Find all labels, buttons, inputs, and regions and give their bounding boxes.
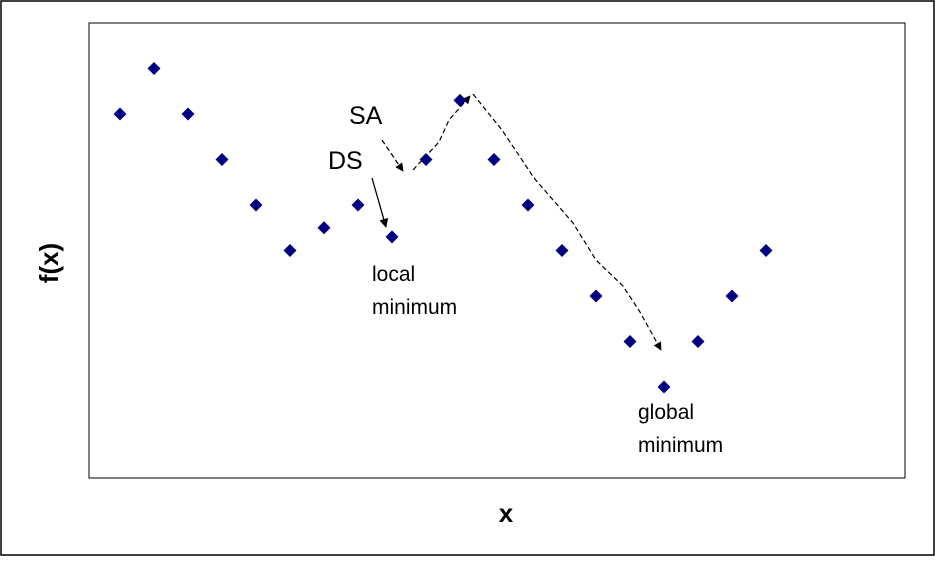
data-point	[725, 289, 739, 303]
data-point	[147, 62, 161, 75]
data-point	[419, 153, 433, 166]
sa-short-arrow	[381, 139, 404, 172]
plot-area-border	[88, 22, 906, 479]
data-point	[249, 198, 263, 212]
data-point	[453, 93, 467, 107]
local-min-label-line1: local	[372, 263, 415, 286]
data-point	[113, 107, 127, 121]
data-point	[555, 244, 569, 257]
data-points	[113, 62, 773, 394]
data-point	[487, 153, 501, 166]
x-axis-label: x	[499, 498, 514, 528]
data-point	[215, 153, 229, 166]
data-point	[351, 198, 365, 212]
data-point	[589, 289, 603, 303]
data-point	[385, 230, 399, 244]
data-point	[759, 244, 773, 257]
data-point	[181, 107, 195, 121]
global-min-label-line2: minimum	[638, 434, 723, 457]
data-point	[317, 221, 331, 235]
data-point	[283, 244, 297, 257]
data-point	[521, 198, 535, 212]
sa-label: SA	[349, 102, 383, 130]
y-axis-label: f(x)	[34, 243, 64, 283]
local-min-label-line2: minimum	[372, 296, 457, 319]
data-point	[623, 335, 637, 348]
ds-arrow	[371, 177, 389, 228]
ds-label: DS	[328, 147, 363, 175]
data-point	[657, 380, 671, 394]
sa-downhill-arrow	[472, 93, 662, 351]
global-min-label-line1: global	[638, 401, 694, 424]
data-point	[691, 335, 705, 348]
